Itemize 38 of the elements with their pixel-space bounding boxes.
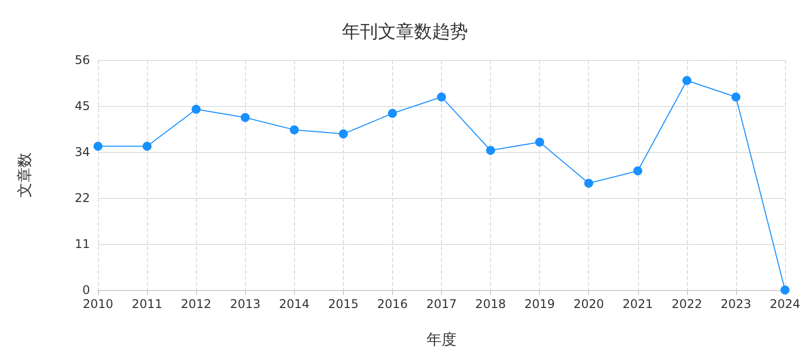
- x-tick-label: 2014: [279, 297, 310, 311]
- x-tick-label: 2018: [475, 297, 506, 311]
- x-tick-label: 2010: [82, 297, 114, 311]
- x-tick-label: 2024: [770, 297, 800, 311]
- point: [240, 113, 250, 122]
- x-tick-label: 2023: [720, 297, 752, 311]
- x-tick-label: 2021: [622, 297, 654, 311]
- point: [338, 129, 348, 138]
- point: [682, 76, 692, 86]
- x-tick-label: 2011: [132, 297, 162, 311]
- x-tick-label: 2015: [328, 297, 359, 311]
- y-tick-label: 45: [74, 99, 90, 113]
- x-tick-label: 2016: [377, 297, 408, 311]
- x-tick-label: 2019: [524, 297, 555, 311]
- x-tick-label: 2013: [230, 297, 260, 311]
- y-tick-label: 11: [74, 237, 90, 251]
- x-tick-label: 2017: [426, 297, 457, 311]
- point: [142, 142, 152, 151]
- point: [731, 92, 740, 102]
- y-axis-title: 文章数: [16, 152, 34, 198]
- point: [388, 108, 397, 118]
- y-tick-label: 56: [74, 53, 90, 67]
- y-tick-label: 34: [74, 145, 90, 159]
- y-tick-label: 0: [82, 283, 90, 297]
- y-tick-label: 22: [74, 191, 90, 205]
- chart-title: 年刊文章数趋势: [342, 22, 468, 42]
- x-tick-label: 2012: [180, 297, 212, 311]
- point: [535, 138, 544, 147]
- x-tick-label: 2020: [573, 297, 604, 311]
- point: [584, 178, 594, 188]
- point: [290, 125, 299, 134]
- point: [486, 146, 496, 155]
- x-tick-label: 2022: [672, 297, 702, 311]
- point: [633, 166, 642, 176]
- point: [437, 92, 446, 102]
- point: [94, 142, 102, 151]
- x-axis-title: 年度: [426, 330, 456, 348]
- point: [192, 104, 201, 114]
